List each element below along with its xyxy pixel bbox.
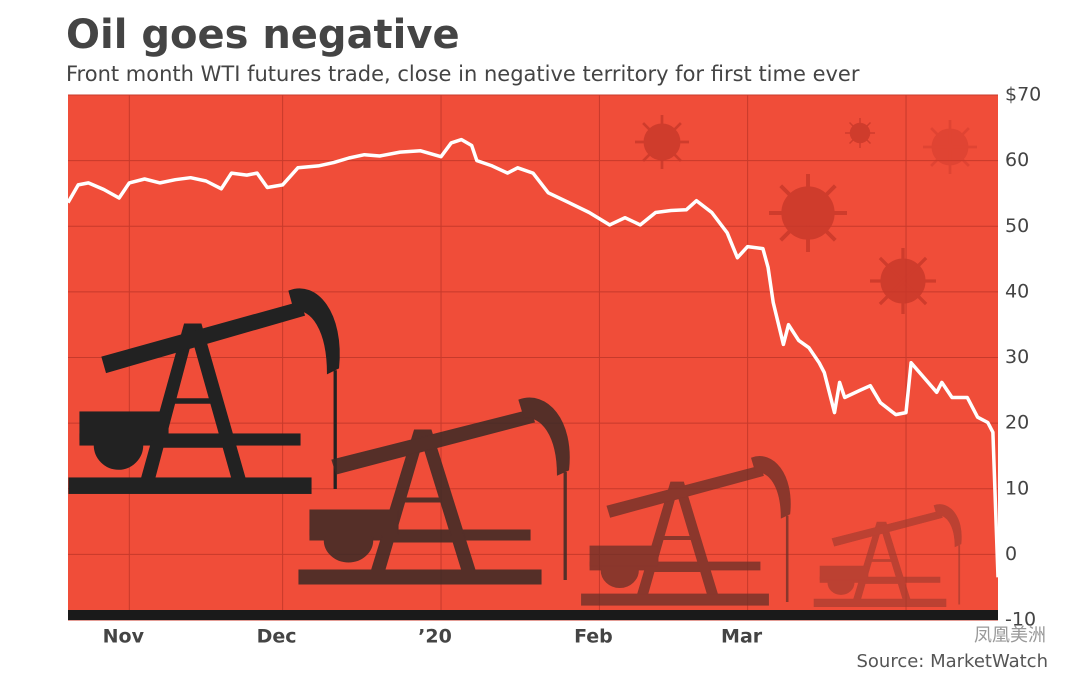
chart-subtitle: Front month WTI futures trade, close in …	[66, 62, 860, 86]
y-tick-label: 50	[1005, 215, 1029, 237]
x-tick-label: Mar	[721, 626, 763, 648]
price-line	[66, 137, 1000, 578]
chart-title: Oil goes negative	[66, 12, 460, 58]
x-tick-label: Dec	[257, 626, 297, 648]
y-tick-label: 60	[1005, 149, 1029, 171]
source: Source: MarketWatch	[856, 651, 1048, 672]
watermark: 凤凰美洲	[974, 625, 1046, 646]
y-tick-label: -10	[1005, 609, 1036, 631]
y-tick-label: $70	[1005, 84, 1041, 106]
marks	[66, 137, 1000, 578]
y-tick-label: 40	[1005, 280, 1029, 302]
ground-strip	[68, 610, 998, 620]
y-tick-label: 30	[1005, 346, 1029, 368]
y-tick-label: 10	[1005, 477, 1029, 499]
x-tick-label: ’20	[418, 626, 452, 648]
y-tick-label: 20	[1005, 412, 1029, 434]
y-tick-label: 0	[1005, 543, 1017, 565]
x-tick-label: Feb	[574, 626, 613, 648]
x-tick-label: Nov	[103, 626, 145, 648]
